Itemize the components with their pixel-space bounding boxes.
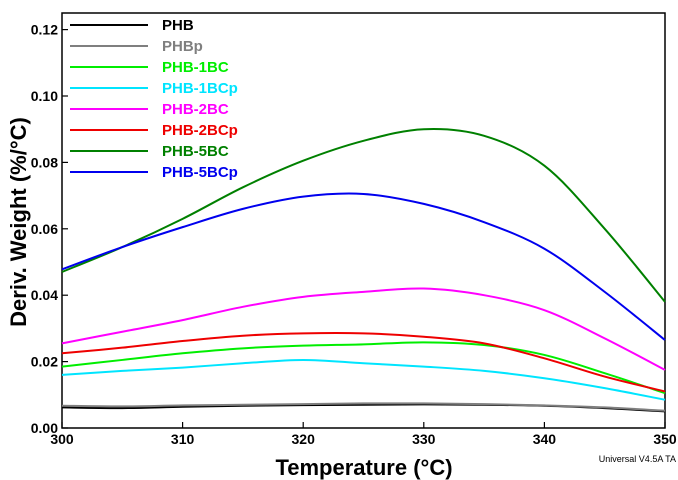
legend-label: PHB-2BC	[162, 101, 229, 118]
y-tick-label: 0.04	[31, 287, 58, 303]
footer-text: Universal V4.5A TA	[599, 454, 676, 464]
series-line-phb-2bc	[61, 287, 666, 371]
x-tick-label: 330	[412, 431, 436, 447]
legend-label: PHB-1BC	[162, 59, 229, 76]
x-tick-label: 300	[50, 431, 74, 447]
series-line-phb-1bc	[61, 341, 666, 395]
y-axis-title: Deriv. Weight (%/°C)	[6, 117, 31, 327]
legend-label: PHB-2BCp	[162, 122, 238, 139]
plot-frame	[61, 12, 666, 429]
legend-label: PHBp	[162, 38, 203, 55]
y-axis: 0.00 0.02 0.04 0.06 0.08 0.10 0.12	[31, 22, 68, 436]
series-line-phb-5bcp	[61, 192, 666, 341]
series-layer	[61, 127, 666, 413]
x-axis-title: Temperature (°C)	[275, 455, 452, 480]
y-tick-label: 0.06	[31, 221, 58, 237]
y-tick-label: 0.00	[31, 420, 58, 436]
y-tick-label: 0.08	[31, 154, 58, 170]
x-tick-label: 320	[292, 431, 316, 447]
series-line-phb-2bcp	[61, 332, 666, 393]
y-tick-label: 0.12	[31, 22, 58, 38]
series-line-phb-5bc	[61, 127, 666, 303]
series-line-phbp	[61, 402, 666, 412]
legend-label: PHB-5BCp	[162, 164, 238, 181]
series-line-phb-1bcp	[61, 358, 666, 401]
legend: PHB PHBp PHB-1BC PHB-1BCp PHB-2BC PHB-2BCp PHB…	[70, 17, 238, 181]
x-tick-label: 340	[533, 431, 557, 447]
x-tick-label: 310	[171, 431, 195, 447]
y-tick-label: 0.10	[31, 88, 58, 104]
y-tick-label: 0.02	[31, 354, 58, 370]
legend-label: PHB-1BCp	[162, 80, 238, 97]
x-tick-label: 350	[653, 431, 677, 447]
legend-label: PHB	[162, 17, 194, 34]
x-axis: 300 310 320 330 340 350	[50, 422, 677, 447]
legend-label: PHB-5BC	[162, 143, 229, 160]
